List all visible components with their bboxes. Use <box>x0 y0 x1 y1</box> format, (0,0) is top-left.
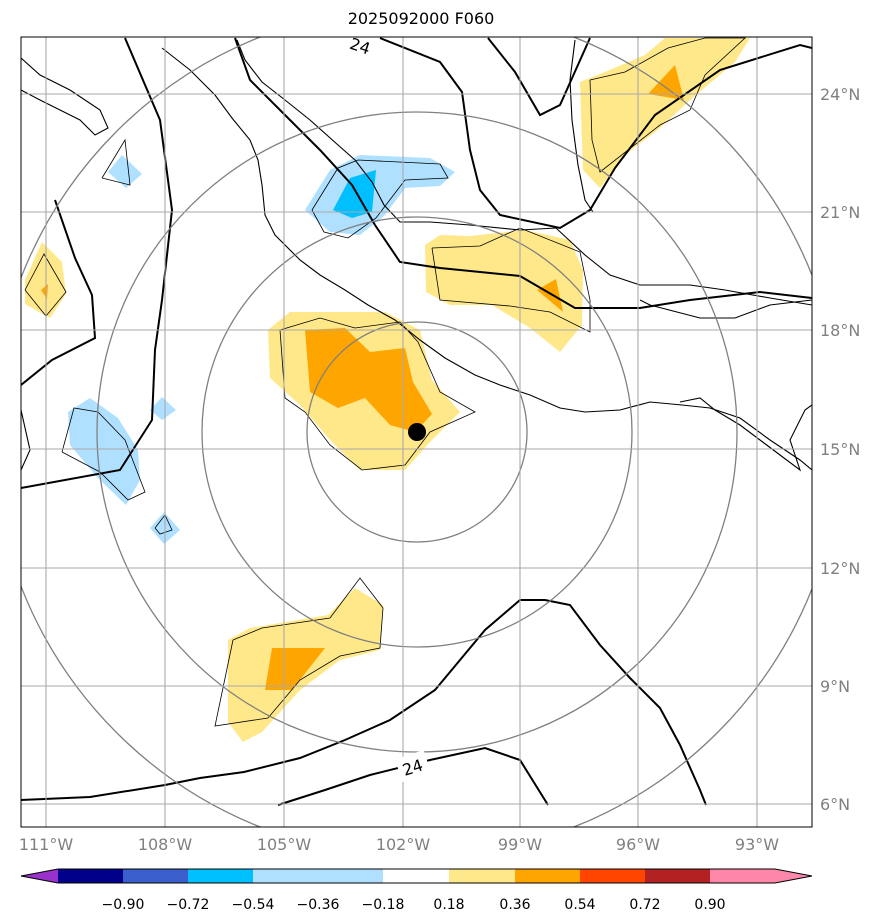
coast-guatemala <box>679 397 812 472</box>
contour-24-nw <box>21 199 97 386</box>
colorbar-outline <box>20 868 813 884</box>
colorbar-segment-0 <box>21 869 58 883</box>
height-contours <box>21 37 812 806</box>
colorbar-segment-2 <box>123 869 188 883</box>
lon-label-111w: 111°W <box>19 835 74 854</box>
anomaly-outlines <box>24 37 747 727</box>
outline-gulf <box>311 159 449 239</box>
lat-label-6n: 6°N <box>820 795 850 814</box>
lon-label-99w: 99°W <box>498 835 542 854</box>
ring-3 <box>96 111 738 753</box>
colorbar-tick-5: 0.18 <box>433 897 464 913</box>
colorbar-tick-2: −0.54 <box>232 897 275 913</box>
positive-anomaly-northeast <box>580 38 750 188</box>
colorbar-tick-0: −0.90 <box>102 897 145 913</box>
colorbar-tick-1: −0.72 <box>167 897 210 913</box>
lon-label-102w: 102°W <box>376 835 431 854</box>
negative-anomaly-west <box>68 398 140 505</box>
colorbar-segment-3 <box>188 869 253 883</box>
colorbar-segment-8 <box>515 869 580 883</box>
colorbar-segment-5 <box>318 869 383 883</box>
colorbar-tick-8: 0.72 <box>629 897 660 913</box>
contour-24-north <box>21 37 174 489</box>
ring-1 <box>306 321 528 543</box>
lon-label-93w: 93°W <box>735 835 779 854</box>
ring-2 <box>201 216 633 648</box>
outline-sw-small <box>154 514 173 535</box>
outline-center <box>279 317 476 471</box>
negative-anomaly-gulf-core <box>333 170 376 218</box>
contour-label-north: 24 <box>347 34 372 58</box>
colorbar-segment-4 <box>253 869 318 883</box>
colorbar-segment-12 <box>775 869 812 883</box>
colorbar-segment-11 <box>710 869 775 883</box>
colorbar-tick-6: 0.36 <box>499 897 530 913</box>
map-frame <box>20 36 813 828</box>
positive-anomaly-south-core <box>265 648 325 690</box>
lat-label-24n: 24°N <box>820 85 860 104</box>
colorbar: −0.90 −0.72 −0.54 −0.36 −0.18 0.18 0.36 … <box>20 868 813 913</box>
positive-anomaly-east-core <box>537 279 563 312</box>
colorbar-segment-1 <box>58 869 123 883</box>
coastlines <box>21 39 812 472</box>
colorbar-tick-4: −0.18 <box>362 897 405 913</box>
negative-anomaly-nw-small <box>108 155 142 188</box>
coast-west-inset <box>21 409 31 471</box>
colorbar-segment-6 <box>383 869 449 883</box>
lat-label-9n: 9°N <box>820 677 850 696</box>
contour-24-central <box>234 37 812 309</box>
lat-label-21n: 21°N <box>820 203 860 222</box>
coast-yucatan <box>639 299 812 319</box>
shading-layer <box>25 38 750 742</box>
negative-anomaly-w-small <box>150 397 176 420</box>
colorbar-segment-10 <box>645 869 710 883</box>
contour-24-gulf-east <box>487 37 591 117</box>
lon-tick-labels: 111°W 108°W 105°W 102°W 99°W 96°W 93°W <box>19 835 779 854</box>
coast-gulf <box>236 39 812 306</box>
colorbar-tick-3: −0.36 <box>297 897 340 913</box>
positive-anomaly-east <box>425 230 583 352</box>
lon-label-96w: 96°W <box>616 835 660 854</box>
lat-label-12n: 12°N <box>820 559 860 578</box>
outline-west-neg <box>61 407 146 501</box>
colorbar-segment-7 <box>449 869 515 883</box>
outline-east <box>431 227 591 333</box>
coast-mexico-pacific <box>161 47 812 471</box>
range-rings <box>21 37 812 827</box>
colorbar-tick-9: 0.90 <box>694 897 725 913</box>
negative-anomaly-gulf <box>305 155 455 235</box>
outline-west <box>24 253 67 317</box>
lat-label-15n: 15°N <box>820 440 860 459</box>
lon-label-108w: 108°W <box>138 835 193 854</box>
lat-label-18n: 18°N <box>820 321 860 340</box>
outline-south <box>214 577 384 727</box>
contour-24-gulf <box>379 37 812 230</box>
coast-baja <box>21 57 109 136</box>
lat-tick-labels: 24°N 21°N 18°N 15°N 12°N 9°N 6°N <box>820 85 860 814</box>
outline-nw-small <box>101 138 131 186</box>
contour-24-south <box>21 599 707 806</box>
contour-label-bg-south <box>395 749 431 783</box>
colorbar-tick-7: 0.54 <box>564 897 595 913</box>
map-area: 24 24 <box>21 34 812 827</box>
coast-florida <box>569 39 594 213</box>
figure-title: 2025092000 F060 <box>347 9 495 28</box>
positive-anomaly-center-core <box>305 328 432 432</box>
storm-center-marker <box>408 423 426 441</box>
colorbar-segment-9 <box>580 869 645 883</box>
contour-label-bg-north <box>343 37 379 63</box>
positive-anomaly-northeast-core <box>648 65 684 100</box>
graticule <box>21 37 812 827</box>
lon-label-105w: 105°W <box>257 835 312 854</box>
outline-northeast <box>589 37 747 173</box>
